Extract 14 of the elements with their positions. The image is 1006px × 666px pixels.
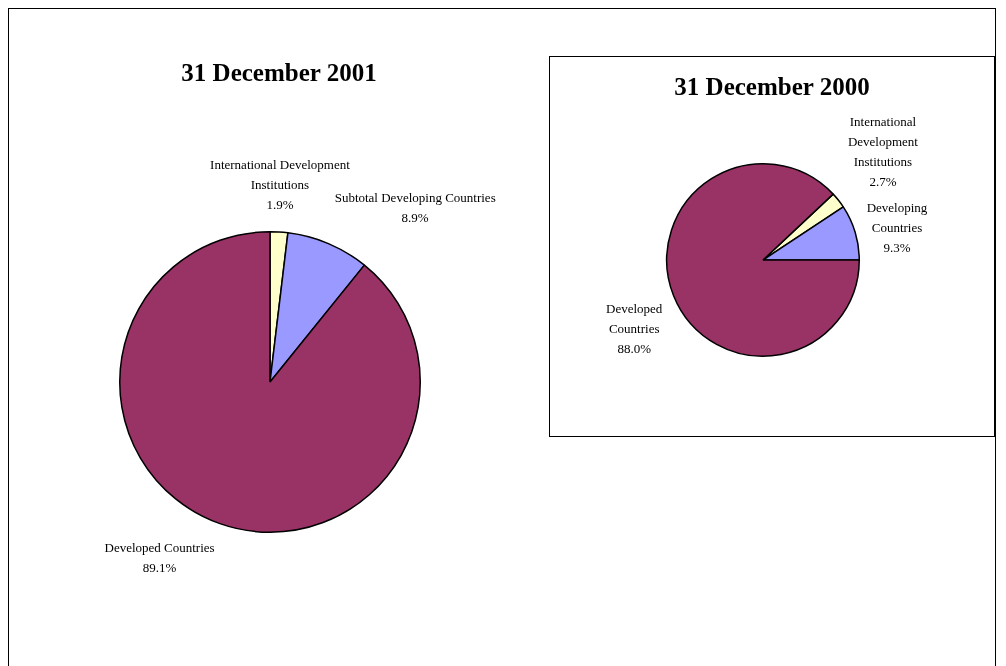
data-label: 2.7% bbox=[869, 174, 897, 190]
slice-label: Developing Countries bbox=[866, 200, 928, 236]
slice-label: Subtotal Developing Countries bbox=[334, 190, 496, 206]
data-label: 89.1% bbox=[142, 560, 177, 576]
slice-label: International Development Institutions bbox=[210, 157, 351, 193]
slice-label: Developed Countries bbox=[104, 540, 215, 556]
slice-label: Developed Countries bbox=[606, 301, 663, 337]
chart-title: 31 December 2000 bbox=[673, 73, 871, 101]
data-label: 88.0% bbox=[617, 341, 652, 357]
chart-title: 31 December 2001 bbox=[180, 59, 378, 87]
data-label: 9.3% bbox=[883, 240, 911, 256]
data-label: 8.9% bbox=[401, 210, 429, 226]
slice-label: International Development Institutions bbox=[847, 114, 919, 170]
data-label: 1.9% bbox=[266, 197, 294, 213]
